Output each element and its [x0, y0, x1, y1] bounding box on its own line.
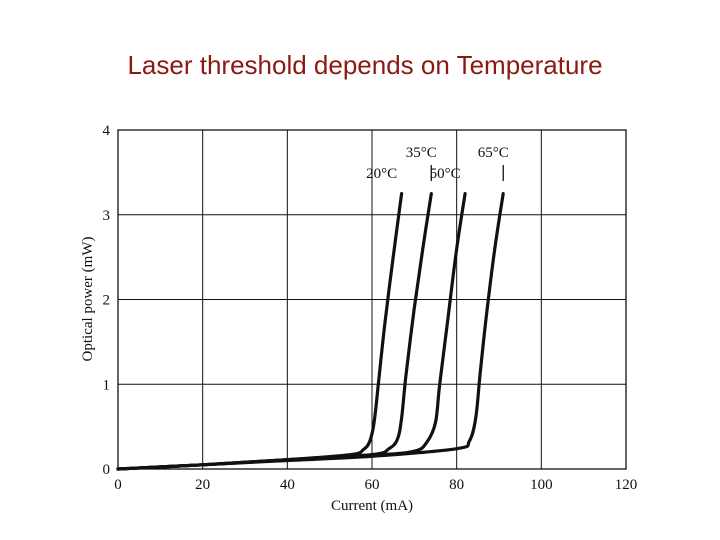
- slide-title: Laser threshold depends on Temperature: [127, 50, 603, 80]
- y-tick-label: 3: [103, 208, 111, 224]
- y-tick-label: 4: [103, 123, 111, 139]
- x-tick-label: 80: [449, 477, 464, 493]
- x-tick-label: 20: [195, 477, 210, 493]
- series-label: 35°C: [406, 145, 437, 161]
- series-label: 65°C: [478, 145, 509, 161]
- tick-labels: 0 20 40 60 80 100 120 0 1 2 3 4: [103, 123, 638, 493]
- series-label: 50°C: [430, 166, 461, 182]
- series-line: [116, 192, 505, 471]
- y-tick-label: 1: [103, 377, 111, 393]
- series-labels: 20°C 35°C 50°C 65°C: [366, 145, 509, 182]
- y-axis-label: Optical power (mW): [80, 237, 96, 362]
- x-tick-label: 120: [615, 477, 638, 493]
- y-tick-label: 0: [103, 462, 111, 478]
- x-tick-label: 100: [530, 477, 553, 493]
- series-label: 20°C: [366, 166, 397, 182]
- y-tick-label: 2: [103, 293, 111, 309]
- grid: [117, 129, 627, 470]
- x-tick-label: 60: [365, 477, 380, 493]
- x-axis-label: Current (mA): [331, 498, 413, 514]
- series-lines: [116, 192, 505, 471]
- x-tick-label: 40: [280, 477, 295, 493]
- series-line: [116, 192, 467, 471]
- series-line: [116, 192, 404, 471]
- x-tick-label: 0: [114, 477, 122, 493]
